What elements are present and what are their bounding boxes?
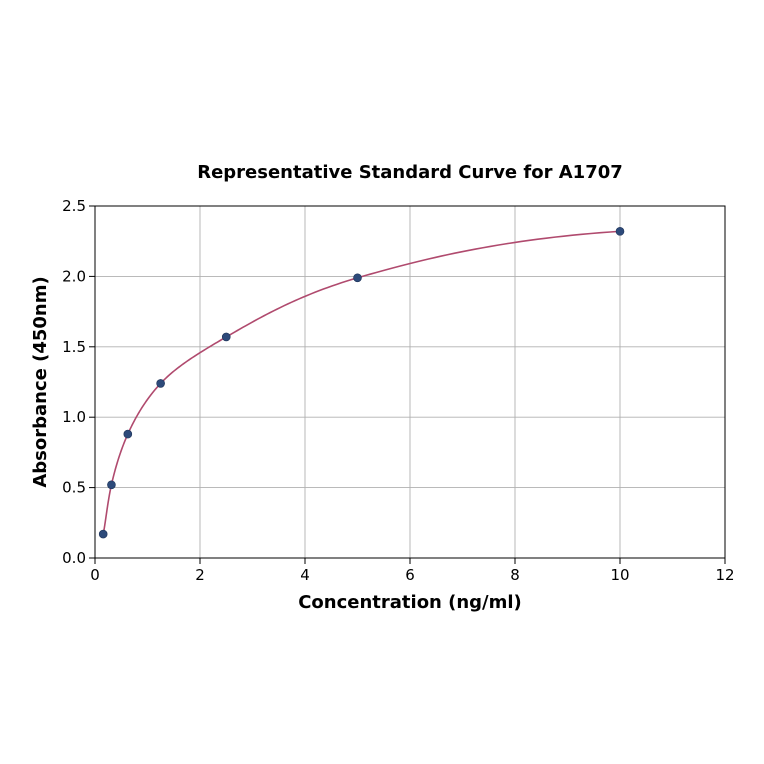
y-tick-label: 2.5	[62, 197, 86, 215]
x-tick-label: 2	[195, 566, 205, 584]
data-point	[353, 273, 362, 283]
y-tick-label: 0.0	[62, 549, 86, 567]
ticks-layer: 0 2 4 6 8 10 12 0.0 0.5 1.0 1.5 2.0 2.5	[62, 197, 734, 584]
data-point	[98, 529, 108, 539]
data-point	[221, 332, 231, 342]
y-axis-label: Absorbance (450nm)	[30, 276, 51, 487]
x-tick-label: 8	[510, 566, 520, 584]
x-tick-label: 12	[715, 566, 734, 584]
data-point	[123, 429, 133, 439]
chart-title: Representative Standard Curve for A1707	[197, 162, 623, 183]
y-tick-label: 0.5	[62, 479, 86, 497]
y-tick-label: 1.0	[62, 408, 86, 426]
data-point	[156, 379, 165, 388]
x-axis-label: Concentration (ng/ml)	[298, 592, 522, 613]
x-tick-label: 10	[610, 566, 629, 584]
x-tick-label: 0	[90, 566, 100, 584]
x-tick-label: 4	[300, 566, 310, 584]
y-tick-label: 1.5	[62, 338, 86, 356]
data-point	[107, 480, 116, 490]
x-tick-label: 6	[405, 566, 415, 584]
data-point	[615, 227, 625, 236]
data-points-layer	[98, 227, 625, 539]
y-tick-label: 2.0	[62, 267, 86, 285]
